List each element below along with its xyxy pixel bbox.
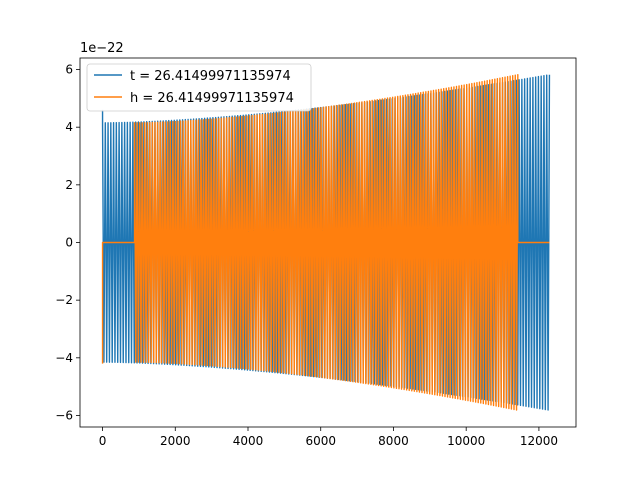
y-tick-label: −6 [55, 408, 73, 422]
x-tick-label: 2000 [160, 434, 191, 448]
x-axis: 0 2000 4000 6000 8000 10000 12000 [99, 427, 558, 448]
legend-label-t: t = 26.41499971135974 [130, 69, 291, 84]
x-tick-label: 8000 [378, 434, 409, 448]
y-tick-label: 2 [65, 178, 73, 192]
x-tick-label: 12000 [520, 434, 558, 448]
y-tick-label: 6 [65, 63, 73, 77]
x-tick-label: 4000 [233, 434, 264, 448]
y-tick-label: 0 [65, 236, 73, 250]
x-tick-label: 6000 [305, 434, 336, 448]
legend-box [86, 63, 312, 112]
y-tick-label: −4 [55, 351, 73, 365]
y-offset-label: 1e−22 [80, 41, 124, 56]
y-tick-label: −2 [55, 293, 73, 307]
legend: t = 26.41499971135974 h = 26.41499971135… [86, 63, 312, 112]
y-axis: −6 −4 −2 0 2 4 6 [55, 63, 80, 422]
series-layer [101, 74, 551, 411]
legend-label-h: h = 26.41499971135974 [130, 91, 294, 106]
series-line-h [101, 74, 550, 411]
x-tick-label: 0 [99, 434, 107, 448]
y-tick-label: 4 [65, 120, 73, 134]
x-tick-label: 10000 [447, 434, 485, 448]
